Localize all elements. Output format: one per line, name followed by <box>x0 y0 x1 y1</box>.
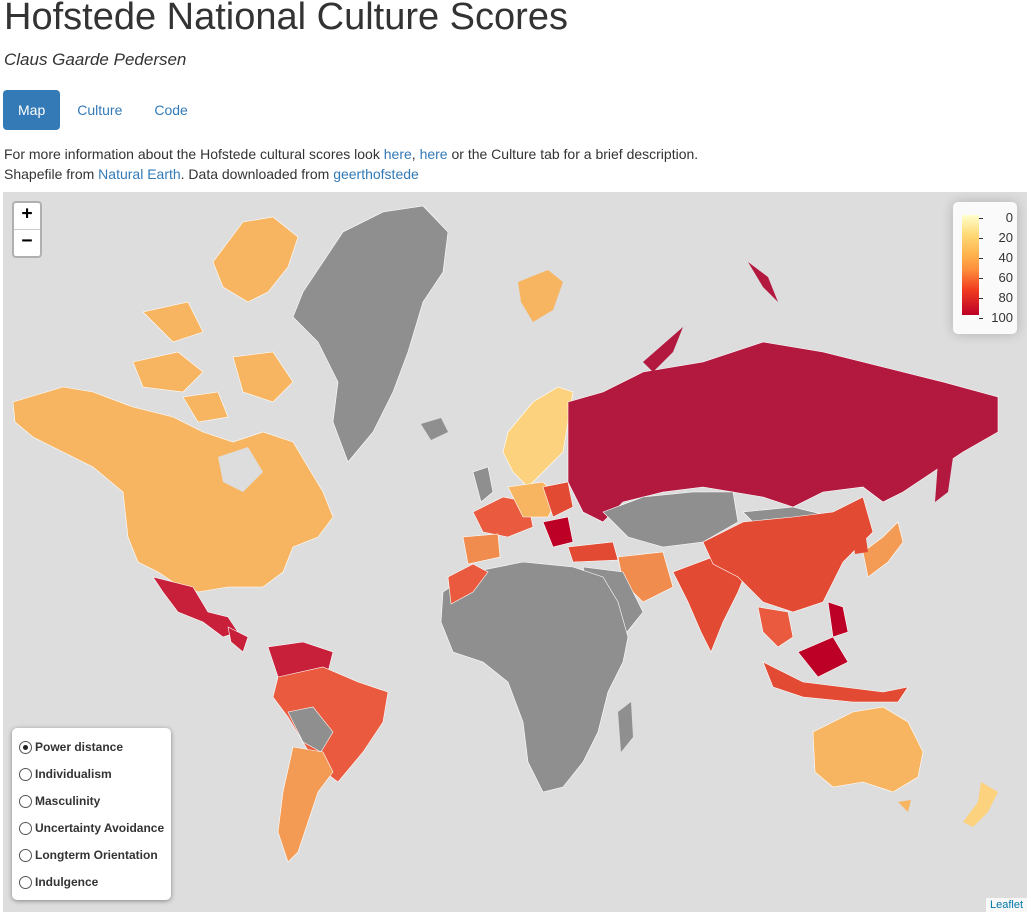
radio-label: Longterm Orientation <box>35 848 158 862</box>
region-hudson-bay[interactable] <box>218 447 263 492</box>
radio-label: Power distance <box>35 740 124 754</box>
radio-button-icon[interactable] <box>19 821 32 835</box>
region-brazil[interactable] <box>272 666 389 783</box>
legend-tick <box>979 318 983 319</box>
region-svalbard[interactable] <box>518 270 563 322</box>
region-indonesia[interactable] <box>762 661 909 703</box>
info-line-1: For more information about the Hofstede … <box>4 144 698 164</box>
region-balkans[interactable] <box>542 516 574 548</box>
region-southeast-asia[interactable] <box>757 606 794 648</box>
zoom-control: + − <box>12 201 42 258</box>
info-text-1: For more information about the Hofstede … <box>4 146 384 162</box>
tab-culture[interactable]: Culture <box>77 102 123 118</box>
zoom-out-button[interactable]: − <box>14 229 40 256</box>
region-north-africa-west[interactable] <box>447 563 489 605</box>
region-kamchatka[interactable] <box>935 457 953 502</box>
tab-bar: Map Culture Code <box>3 90 205 130</box>
link-here-2[interactable]: here <box>419 146 448 162</box>
radio-button-icon[interactable] <box>19 848 32 862</box>
legend-label: 100 <box>991 310 1013 325</box>
legend-color-bar <box>962 215 979 315</box>
region-eastern-europe[interactable] <box>542 481 574 518</box>
region-argentina-chile[interactable] <box>277 746 334 863</box>
legend-label: 40 <box>998 250 1013 265</box>
region-korea[interactable] <box>853 532 868 554</box>
radio-label: Indulgence <box>35 875 99 889</box>
region-new-zealand[interactable] <box>963 782 998 827</box>
region-peru-bolivia[interactable] <box>287 706 334 753</box>
region-central-asia[interactable] <box>602 491 739 548</box>
radio-label: Individualism <box>35 767 112 781</box>
info-line-2: Shapefile from Natural Earth. Data downl… <box>4 164 698 184</box>
dimension-selector: Power distance Individualism Masculinity… <box>12 728 171 900</box>
region-novaya-zemlya[interactable] <box>643 262 778 372</box>
legend-tick <box>979 298 983 299</box>
color-legend: 0 20 40 60 80 100 <box>953 202 1017 334</box>
author-subtitle: Claus Gaarde Pedersen <box>4 50 187 69</box>
region-scandinavia[interactable] <box>502 386 574 488</box>
world-map[interactable] <box>3 192 1027 912</box>
zoom-in-button[interactable]: + <box>21 203 33 224</box>
page-title: Hofstede National Culture Scores <box>4 0 568 38</box>
link-geerthofstede[interactable]: geerthofstede <box>333 166 419 182</box>
region-madagascar[interactable] <box>618 702 633 752</box>
region-africa[interactable] <box>440 561 629 793</box>
legend-tick <box>979 278 983 279</box>
radio-button-icon[interactable] <box>19 794 32 808</box>
radio-label: Uncertainty Avoidance <box>35 821 165 835</box>
region-tasmania[interactable] <box>898 800 911 812</box>
info-sep: , <box>411 146 420 162</box>
info-text-3: Shapefile from <box>4 166 99 182</box>
radio-longterm-orientation[interactable]: Longterm Orientation <box>19 848 158 862</box>
link-here-1[interactable]: here <box>383 146 412 162</box>
region-iceland[interactable] <box>421 418 448 440</box>
legend-label: 60 <box>998 270 1013 285</box>
info-text-2: or the Culture tab for a brief descripti… <box>447 146 699 162</box>
link-natural-earth[interactable]: Natural Earth <box>98 166 181 182</box>
legend-label: 80 <box>998 290 1013 305</box>
radio-button-icon[interactable] <box>19 740 32 754</box>
tab-code[interactable]: Code <box>154 102 188 118</box>
radio-indulgence[interactable]: Indulgence <box>19 875 98 889</box>
region-north-america[interactable] <box>12 386 334 593</box>
legend-tick <box>979 238 983 239</box>
region-iberia[interactable] <box>462 533 501 565</box>
info-text-4: . Data downloaded from <box>180 166 334 182</box>
radio-power-distance[interactable]: Power distance <box>19 740 123 754</box>
radio-individualism[interactable]: Individualism <box>19 767 112 781</box>
legend-label: 0 <box>1005 210 1013 225</box>
region-australia[interactable] <box>812 706 924 793</box>
region-china[interactable] <box>702 496 874 613</box>
region-central-america[interactable] <box>227 626 249 653</box>
map-container[interactable]: + − 0 20 40 60 80 100 Power distance Ind… <box>3 192 1027 912</box>
region-russia[interactable] <box>567 341 999 523</box>
region-malaysia-philippines[interactable] <box>797 601 849 678</box>
leaflet-attribution[interactable]: Leaflet <box>985 898 1027 912</box>
tab-map[interactable]: Map <box>3 90 61 130</box>
radio-button-icon[interactable] <box>19 767 32 781</box>
region-canada-islands[interactable] <box>132 216 299 423</box>
region-uk[interactable] <box>472 466 494 503</box>
info-text: For more information about the Hofstede … <box>4 144 698 184</box>
legend-label: 20 <box>998 230 1013 245</box>
region-japan[interactable] <box>862 521 904 578</box>
region-greenland[interactable] <box>292 205 449 463</box>
region-turkey[interactable] <box>567 541 619 563</box>
legend-tick <box>979 258 983 259</box>
radio-uncertainty-avoidance[interactable]: Uncertainty Avoidance <box>19 821 164 835</box>
radio-label: Masculinity <box>35 794 101 808</box>
radio-masculinity[interactable]: Masculinity <box>19 794 100 808</box>
legend-tick <box>979 218 983 219</box>
radio-button-icon[interactable] <box>19 875 32 889</box>
